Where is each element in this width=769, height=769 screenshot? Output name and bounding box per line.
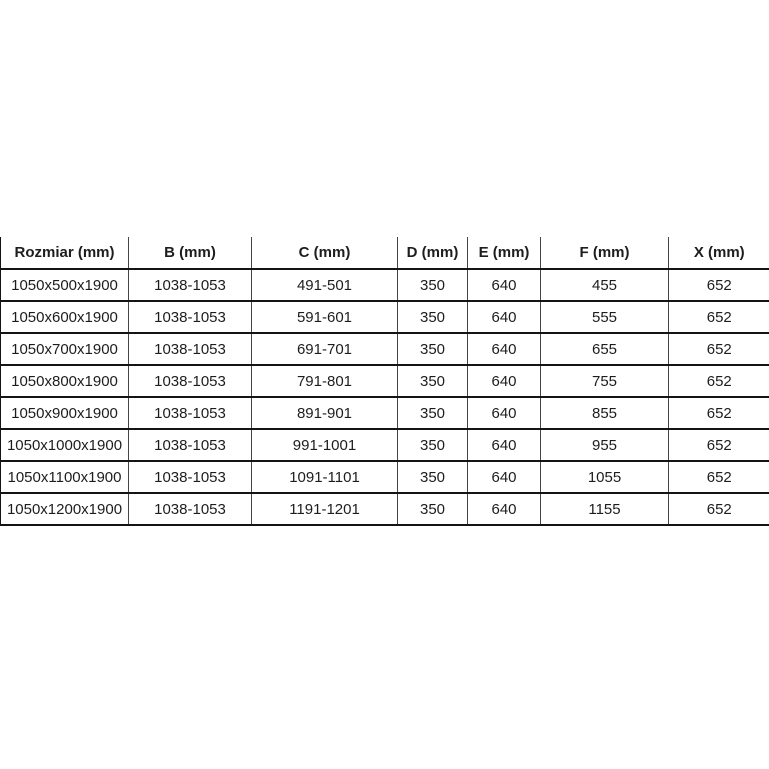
table-cell: 1050x1000x1900 [0, 428, 129, 462]
table-cell: 1038-1053 [128, 492, 252, 526]
table-cell: 591-601 [251, 300, 398, 334]
table-cell: 991-1001 [251, 428, 398, 462]
table-cell: 791-801 [251, 364, 398, 398]
table-cell: 1050x600x1900 [0, 300, 129, 334]
table-cell: 1050x900x1900 [0, 396, 129, 430]
table-row: 1050x700x1900 1038-1053 691-701 350 640 655 65… [0, 332, 769, 366]
table-cell: 350 [397, 300, 468, 334]
table-cell: 1191-1201 [251, 492, 398, 526]
table-cell: 640 [467, 364, 541, 398]
table-row: 1050x800x1900 1038-1053 791-801 350 640 755 65… [0, 364, 769, 398]
table-cell: 1038-1053 [128, 428, 252, 462]
table-cell: 1038-1053 [128, 300, 252, 334]
table-cell: 555 [540, 300, 669, 334]
table-cell: 652 [668, 332, 769, 366]
table-cell: 1038-1053 [128, 396, 252, 430]
table-cell: 350 [397, 332, 468, 366]
column-header: C (mm) [251, 237, 398, 270]
table-cell: 652 [668, 364, 769, 398]
table-cell: 455 [540, 268, 669, 302]
table-cell: 350 [397, 396, 468, 430]
table-cell: 652 [668, 428, 769, 462]
table-row: 1050x500x1900 1038-1053 491-501 350 640 455 65… [0, 268, 769, 302]
column-header: D (mm) [397, 237, 468, 270]
table-cell: 640 [467, 332, 541, 366]
table-row: 1050x600x1900 1038-1053 591-601 350 640 555 65… [0, 300, 769, 334]
table-cell: 640 [467, 300, 541, 334]
table-cell: 652 [668, 300, 769, 334]
table-row: 1050x1200x1900 1038-1053 1191-1201 350 640 11… [0, 492, 769, 526]
table-cell: 1050x500x1900 [0, 268, 129, 302]
table-cell: 1155 [540, 492, 669, 526]
table-cell: 652 [668, 460, 769, 494]
table-cell: 652 [668, 268, 769, 302]
column-header: Rozmiar (mm) [0, 237, 129, 270]
table-cell: 655 [540, 332, 669, 366]
table-cell: 755 [540, 364, 669, 398]
table-cell: 1038-1053 [128, 268, 252, 302]
table-cell: 491-501 [251, 268, 398, 302]
table-cell: 855 [540, 396, 669, 430]
table-cell: 350 [397, 492, 468, 526]
table-row: 1050x1100x1900 1038-1053 1091-1101 350 640 10… [0, 460, 769, 494]
column-header: E (mm) [467, 237, 541, 270]
table-cell: 1038-1053 [128, 332, 252, 366]
table-row: 1050x900x1900 1038-1053 891-901 350 640 855 65… [0, 396, 769, 430]
table-cell: 652 [668, 492, 769, 526]
table-cell: 640 [467, 268, 541, 302]
table-cell: 1050x800x1900 [0, 364, 129, 398]
table-cell: 955 [540, 428, 669, 462]
table-body: 1050x500x1900 1038-1053 491-501 350 640 455 65… [0, 268, 769, 526]
table-cell: 1050x700x1900 [0, 332, 129, 366]
column-header: X (mm) [668, 237, 769, 270]
table-cell: 891-901 [251, 396, 398, 430]
table-cell: 652 [668, 396, 769, 430]
table-cell: 640 [467, 428, 541, 462]
table-cell: 640 [467, 492, 541, 526]
table-cell: 1091-1101 [251, 460, 398, 494]
table-cell: 350 [397, 428, 468, 462]
table-cell: 691-701 [251, 332, 398, 366]
table-cell: 350 [397, 364, 468, 398]
table-cell: 640 [467, 460, 541, 494]
dimensions-table: Rozmiar (mm) B (mm) C (mm) D (mm) E (mm) F (m… [0, 237, 769, 526]
table-header-row: Rozmiar (mm) B (mm) C (mm) D (mm) E (mm) F (m… [0, 237, 769, 270]
table-cell: 1038-1053 [128, 364, 252, 398]
table-cell: 1050x1100x1900 [0, 460, 129, 494]
table-row: 1050x1000x1900 1038-1053 991-1001 350 640 955… [0, 428, 769, 462]
column-header: F (mm) [540, 237, 669, 270]
table-cell: 1055 [540, 460, 669, 494]
column-header: B (mm) [128, 237, 252, 270]
table-cell: 640 [467, 396, 541, 430]
table-cell: 1050x1200x1900 [0, 492, 129, 526]
table-cell: 350 [397, 460, 468, 494]
table-cell: 350 [397, 268, 468, 302]
table-cell: 1038-1053 [128, 460, 252, 494]
